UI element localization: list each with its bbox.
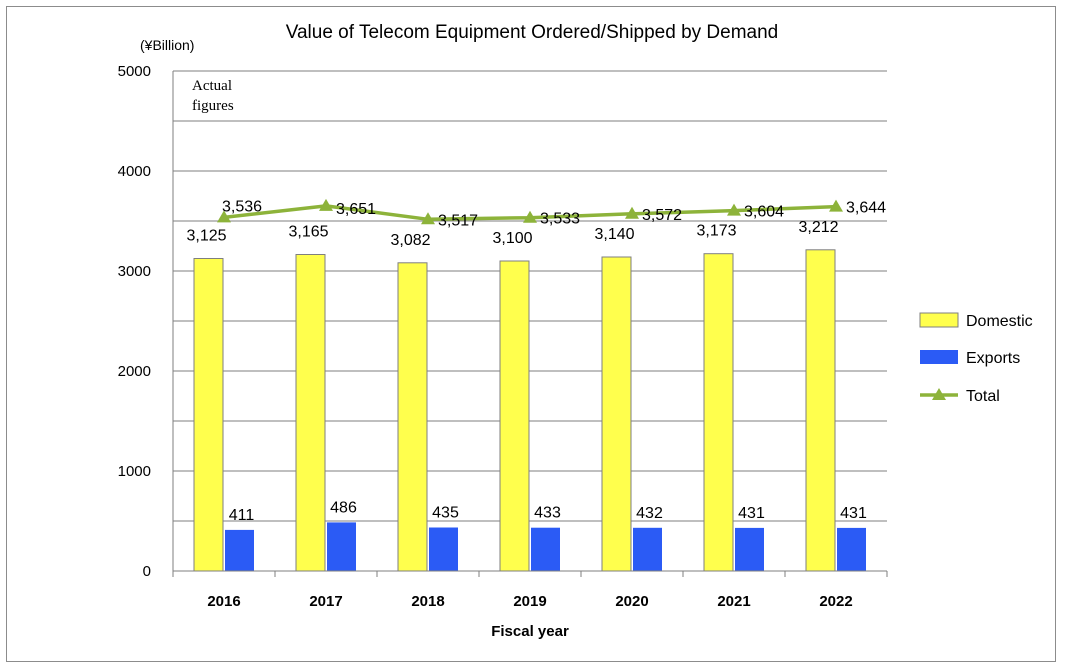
grid-lines	[173, 70, 887, 522]
y-tick-label: 3000	[118, 263, 151, 280]
axes-layer: 0 1000 2000 3000 4000 5000 2016 2017 2018 2019 202…	[118, 63, 888, 610]
data-label-exports: 411	[229, 507, 255, 524]
data-label-domestic: 3,173	[696, 223, 736, 240]
x-tick-label: 2017	[309, 593, 342, 610]
total-marker	[319, 198, 333, 211]
data-label-exports: 435	[432, 505, 459, 522]
note-line-1: Actual	[192, 78, 232, 94]
legend-swatch-total-marker	[932, 388, 946, 400]
total-marker	[829, 199, 843, 212]
total-marker	[217, 210, 231, 223]
data-label-total: 3,533	[540, 211, 580, 228]
data-label-total: 3,536	[222, 198, 262, 215]
bar-exports	[327, 522, 356, 571]
bar-exports	[531, 527, 560, 571]
y-tick-label: 5000	[118, 63, 151, 80]
data-label-exports: 432	[636, 505, 663, 522]
legend: Domestic Exports Total	[919, 312, 1033, 405]
bar-exports	[837, 527, 866, 571]
note-line-2: figures	[192, 98, 234, 114]
legend-label-exports: Exports	[966, 350, 1020, 367]
bar-exports	[735, 527, 764, 571]
x-axis-label: Fiscal year	[491, 623, 569, 640]
bar-domestic	[601, 256, 632, 572]
bar-domestic	[703, 253, 734, 572]
data-label-total: 3,604	[744, 204, 784, 221]
legend-swatch-domestic	[919, 312, 959, 328]
total-marker	[727, 203, 741, 216]
y-tick-label: 2000	[118, 363, 151, 380]
x-tick-label: 2016	[207, 593, 240, 610]
bar-domestic	[295, 254, 326, 572]
y-tick-label: 4000	[118, 163, 151, 180]
data-label-exports: 431	[840, 505, 867, 522]
y-unit-label: (¥Billion)	[140, 37, 194, 53]
data-label-exports: 431	[738, 505, 765, 522]
total-line-layer	[217, 198, 843, 225]
data-label-total: 3,651	[336, 201, 376, 218]
x-tick-label: 2021	[717, 593, 750, 610]
bar-exports	[429, 527, 458, 571]
bar-domestic	[397, 262, 428, 572]
data-label-total: 3,644	[846, 200, 886, 217]
x-tick-label: 2020	[615, 593, 648, 610]
total-marker	[421, 212, 435, 225]
data-labels-layer: 3,125 411 3,165 486 3,082 435 3,100 433 3,140 432…	[186, 198, 886, 524]
legend-label-domestic: Domestic	[966, 313, 1033, 330]
data-label-exports: 486	[330, 499, 357, 516]
bar-exports	[633, 527, 662, 571]
total-marker	[523, 210, 537, 223]
data-label-domestic: 3,212	[798, 219, 838, 236]
data-label-domestic: 3,082	[390, 232, 430, 249]
data-label-domestic: 3,165	[288, 224, 328, 241]
total-marker	[625, 206, 639, 219]
x-tick-label: 2018	[411, 593, 444, 610]
bar-domestic	[499, 260, 530, 572]
legend-label-total: Total	[966, 388, 1000, 405]
legend-swatch-exports	[920, 350, 958, 364]
y-tick-label: 1000	[118, 463, 151, 480]
data-label-domestic: 3,140	[594, 226, 634, 243]
x-tick-label: 2022	[819, 593, 852, 610]
bar-domestic	[805, 249, 836, 572]
data-label-total: 3,572	[642, 207, 682, 224]
bars-layer	[193, 249, 866, 572]
y-tick-label: 0	[143, 563, 151, 580]
data-label-exports: 433	[534, 505, 561, 522]
bar-domestic	[193, 258, 224, 572]
bar-exports	[225, 529, 254, 571]
data-label-total: 3,517	[438, 212, 478, 229]
chart-title: Value of Telecom Equipment Ordered/Shipp…	[286, 22, 779, 43]
data-label-domestic: 3,125	[186, 228, 226, 245]
data-label-domestic: 3,100	[492, 230, 532, 247]
x-tick-label: 2019	[513, 593, 546, 610]
